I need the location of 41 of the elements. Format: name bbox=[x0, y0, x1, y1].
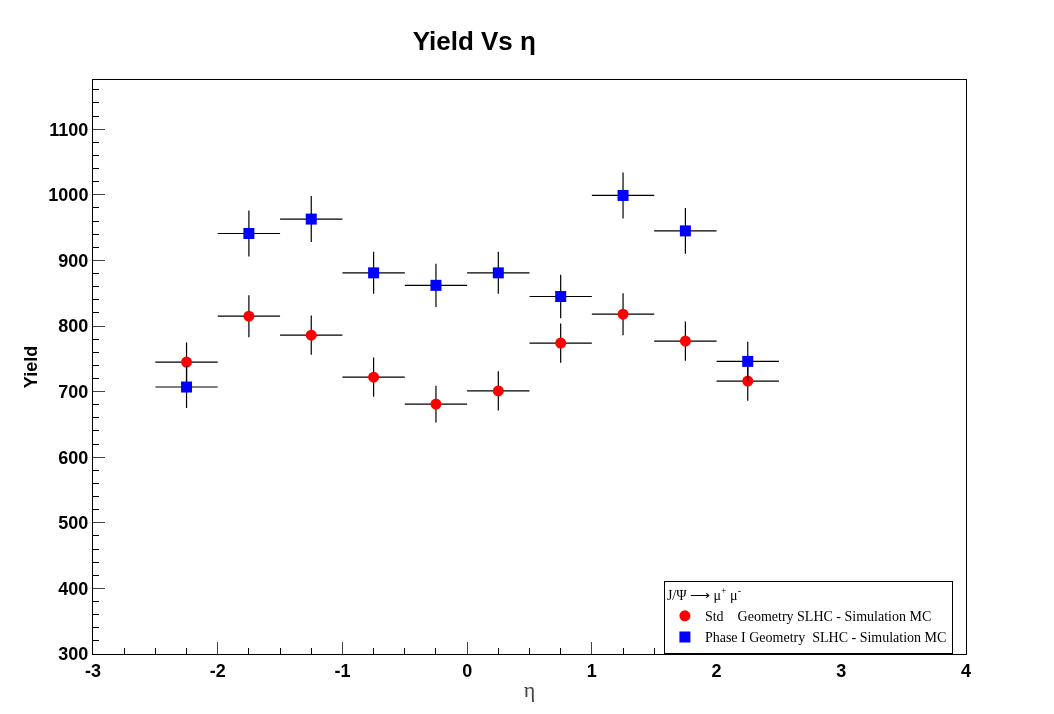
x-tick-label: -2 bbox=[209, 660, 226, 681]
point bbox=[181, 356, 193, 368]
point bbox=[492, 267, 504, 279]
legend-label: Phase I Geometry SLHC - Simulation MC bbox=[704, 630, 947, 646]
legend-title: J/Ψ ⟶ μ$^{+}$ μ$^{-}$ bbox=[666, 585, 741, 604]
point bbox=[555, 290, 567, 302]
point bbox=[368, 267, 380, 279]
y-tick-label: 400 bbox=[58, 578, 89, 599]
point bbox=[492, 385, 504, 397]
point bbox=[742, 375, 754, 387]
point bbox=[617, 189, 629, 201]
x-tick-label: 2 bbox=[711, 660, 722, 681]
point bbox=[742, 355, 754, 367]
point bbox=[617, 308, 629, 320]
x-tick-label: -1 bbox=[334, 660, 351, 681]
y-tick-label: 1100 bbox=[49, 119, 89, 140]
legend-label: Std Geometry SLHC - Simulation MC bbox=[704, 609, 932, 625]
y-tick-label: 1000 bbox=[48, 185, 89, 206]
y-tick-label: 500 bbox=[58, 513, 89, 534]
point bbox=[368, 371, 380, 383]
point bbox=[243, 228, 255, 239]
x-tick-label: 3 bbox=[836, 660, 847, 681]
point bbox=[430, 398, 442, 410]
y-tick-label: 800 bbox=[58, 316, 89, 337]
point bbox=[181, 381, 193, 393]
point bbox=[555, 337, 567, 349]
x-tick-label: 0 bbox=[462, 660, 473, 681]
y-axis-title: Yield bbox=[20, 345, 41, 389]
point bbox=[679, 225, 691, 237]
chart-title: Yield Vs η bbox=[412, 26, 536, 57]
y-tick-label: 700 bbox=[58, 381, 89, 402]
x-tick-label: 4 bbox=[960, 660, 972, 681]
point bbox=[243, 310, 255, 322]
x-tick-label: 1 bbox=[586, 660, 597, 681]
x-axis-title: η bbox=[523, 677, 536, 703]
point bbox=[305, 213, 317, 225]
point bbox=[305, 329, 317, 341]
y-tick-label: 600 bbox=[58, 447, 89, 468]
point bbox=[679, 335, 691, 347]
y-tick-label: 900 bbox=[58, 250, 89, 271]
point bbox=[430, 279, 442, 291]
